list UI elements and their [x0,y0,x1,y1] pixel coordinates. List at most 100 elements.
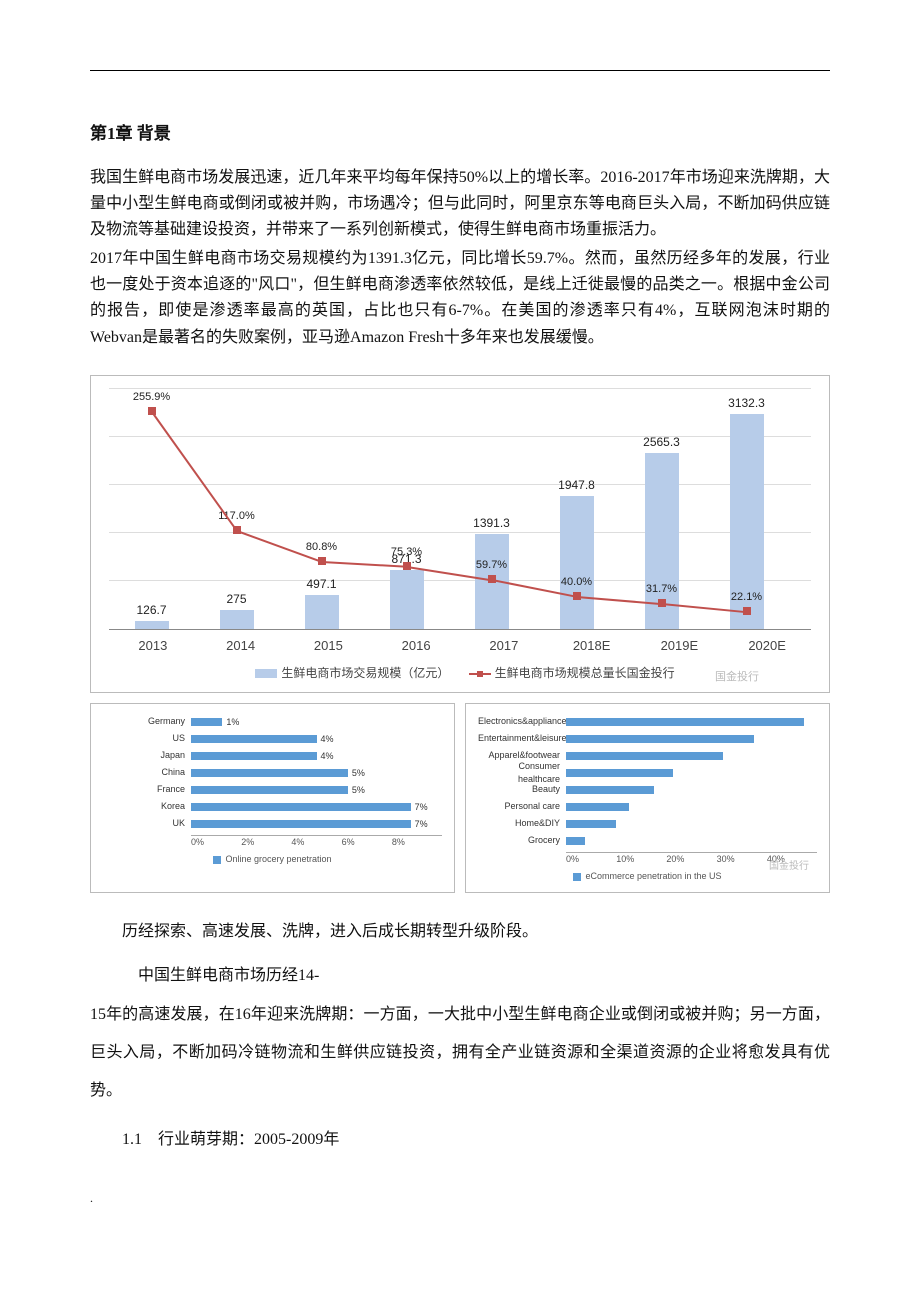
mini-category: Beauty [478,783,566,797]
mini-row: Home&DIY [478,816,817,833]
main-chart-xaxis: 201320142015201620172018E2019E2020E [109,636,811,656]
line-label: 80.8% [306,539,337,556]
mini-row: France 5% [103,782,442,799]
mini-category: Electronics&appliance [478,715,566,729]
watermark: 国金投行 [769,859,809,874]
mini-row: Japan 4% [103,748,442,765]
mini-legend: Online grocery penetration [103,853,442,867]
xaxis-label: 2015 [285,636,373,656]
bar-label: 1947.8 [547,476,607,494]
bar-label: 3132.3 [717,394,777,412]
paragraph-1: 我国生鲜电商市场发展迅速，近几年来平均每年保持50%以上的增长率。2016-20… [90,165,830,244]
legend-bar-swatch [255,669,277,678]
bar-label: 275 [207,590,267,608]
xaxis-label: 2017 [460,636,548,656]
mini-row: Personal care [478,799,817,816]
mini-category: China [103,766,191,780]
main-chart-plot: 126.7255.9%275117.0%497.180.8%871.375.3%… [109,390,811,630]
mini-bar [566,820,616,828]
bar [135,621,169,630]
mini-category: UK [103,817,191,831]
bar [305,595,339,629]
bar-label: 126.7 [122,601,182,619]
main-chart-legend: 生鲜电商市场交易规模（亿元） 生鲜电商市场规模总量长国金投行 [109,664,811,682]
mini-bar [566,837,585,845]
mini-row: US4% [103,731,442,748]
mini-bar [191,718,222,726]
bar [390,570,424,630]
watermark: 国金投行 [715,669,759,686]
mini-row: Electronics&appliance [478,714,817,731]
chapter-heading: 第1章 背景 [90,121,830,147]
mini-value: 4% [321,750,334,764]
mini-value: 5% [352,767,365,781]
legend-line-swatch [469,673,491,675]
line-label: 59.7% [476,557,507,574]
body-line-2: 中国生鲜电商市场历经14- [90,957,830,995]
bar-label: 1391.3 [462,514,522,532]
bar-label: 497.1 [292,575,352,593]
mini-value: 7% [415,818,428,832]
body-line-3: 15年的高速发展，在16年迎来洗牌期：一方面，一大批中小型生鲜电商企业或倒闭或被… [90,996,830,1111]
line-label: 40.0% [561,574,592,591]
mini-bar [191,786,348,794]
mini-xaxis: 0%2%4%6%8% [191,835,442,850]
line-label: 31.7% [646,581,677,598]
mini-bar [191,752,317,760]
mini-row: Entertainment&leisure [478,731,817,748]
xaxis-label: 2020E [723,636,811,656]
legend-line-label: 生鲜电商市场规模总量长国金投行 [495,666,675,680]
mini-category: Germany [103,715,191,729]
mini-value: 4% [321,733,334,747]
mini-bar [191,803,411,811]
mini-bar [566,735,754,743]
legend-bar-label: 生鲜电商市场交易规模（亿元） [281,666,449,680]
line-label: 75.3% [391,544,422,561]
mini-category: Grocery [478,834,566,848]
mini-bar [191,769,348,777]
xaxis-label: 2019E [636,636,724,656]
mini-category: Personal care [478,800,566,814]
section-1-1: 1.1 行业萌芽期：2005-2009年 [90,1121,830,1159]
mini-category: Korea [103,800,191,814]
xaxis-label: 2013 [109,636,197,656]
body-text: 历经探索、高速发展、洗牌，进入后成长期转型升级阶段。 中国生鲜电商市场历经14-… [90,913,830,1159]
xaxis-label: 2016 [372,636,460,656]
mini-category: Japan [103,749,191,763]
top-rule [90,70,830,71]
mini-bar [566,718,804,726]
mini-category: Entertainment&leisure [478,732,566,746]
line-label: 255.9% [133,389,170,406]
mini-bar [191,820,411,828]
mini-bar [191,735,317,743]
left-chart: Germany1%US4%Japan4%China5%France5%Korea… [90,703,455,893]
mini-bar [566,786,654,794]
small-charts-row: Germany1%US4%Japan4%China5%France5%Korea… [90,703,830,893]
mini-row: Korea 7% [103,799,442,816]
paragraph-2: 2017年中国生鲜电商市场交易规模约为1391.3亿元，同比增长59.7%。然而… [90,246,830,352]
page: 第1章 背景 我国生鲜电商市场发展迅速，近几年来平均每年保持50%以上的增长率。… [0,0,920,1247]
mini-row: Consumer healthcare [478,765,817,782]
mini-row: UK 7% [103,816,442,833]
mini-row: Beauty [478,782,817,799]
main-chart: 126.7255.9%275117.0%497.180.8%871.375.3%… [90,375,830,693]
right-chart: Electronics&appliance Entertainment&leisu… [465,703,830,893]
mini-category: Home&DIY [478,817,566,831]
line-label: 22.1% [731,589,762,606]
mini-row: China 5% [103,765,442,782]
mini-row: Grocery [478,833,817,850]
mini-bar [566,803,629,811]
mini-value: 5% [352,784,365,798]
footer-dot: . [90,1189,830,1207]
xaxis-label: 2018E [548,636,636,656]
bar [220,610,254,629]
mini-value: 7% [415,801,428,815]
mini-bar [566,769,673,777]
bar [560,496,594,630]
xaxis-label: 2014 [197,636,285,656]
mini-legend: eCommerce penetration in the US [478,870,817,884]
bar-label: 2565.3 [632,433,692,451]
mini-category: France [103,783,191,797]
body-line-1: 历经探索、高速发展、洗牌，进入后成长期转型升级阶段。 [90,913,830,951]
mini-row: Germany1% [103,714,442,731]
